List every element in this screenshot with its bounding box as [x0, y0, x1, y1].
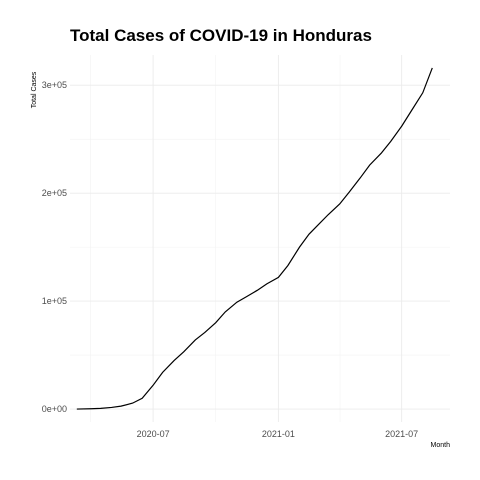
- y-tick-label: 1e+05: [42, 296, 67, 306]
- y-axis-title: Total Cases: [31, 71, 38, 108]
- x-tick-label: 2021-01: [262, 429, 295, 439]
- x-axis-tick-labels: 2020-07 2021-01 2021-07: [137, 429, 419, 439]
- y-tick-label: 3e+05: [42, 80, 67, 90]
- x-axis-title: Month: [431, 442, 451, 449]
- y-tick-label: 2e+05: [42, 188, 67, 198]
- major-gridlines: [70, 55, 450, 422]
- minor-gridlines: [70, 55, 450, 422]
- y-tick-label: 0e+00: [42, 404, 67, 414]
- y-axis-tick-labels: 0e+00 1e+05 2e+05 3e+05: [42, 80, 67, 414]
- total-cases-line: [76, 67, 433, 410]
- chart-title: Total Cases of COVID-19 in Honduras: [70, 26, 372, 45]
- x-tick-label: 2020-07: [137, 429, 170, 439]
- x-tick-label: 2021-07: [385, 429, 418, 439]
